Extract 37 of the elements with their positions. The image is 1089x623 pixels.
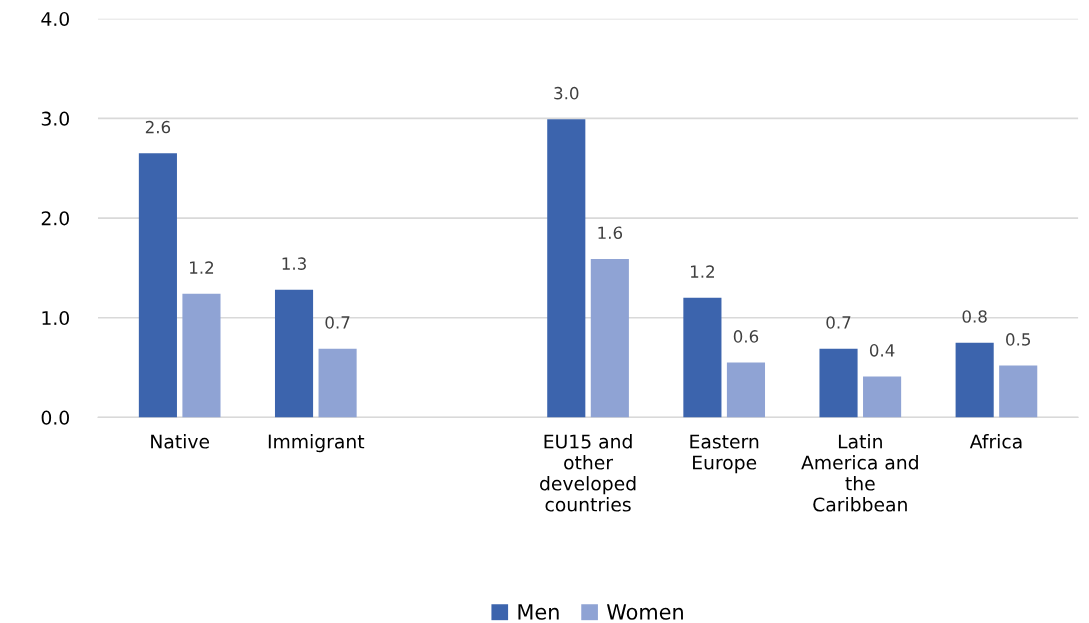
bar (182, 293, 221, 418)
legend-label: Men (518, 604, 559, 620)
y-tick-label: 4.0 (41, 11, 69, 27)
bar (138, 153, 177, 418)
y-tick-label: 1.0 (42, 310, 69, 326)
x-tick-label: Eastern Europe (690, 434, 759, 474)
bar (274, 289, 314, 418)
bar (547, 119, 586, 418)
legend-label: Women (606, 604, 683, 620)
y-tick-label: 2.0 (41, 211, 69, 226)
data-label: 1.2 (190, 261, 214, 274)
data-label: 0.8 (962, 310, 987, 323)
bar (318, 348, 357, 418)
x-tick-label: EU15 and other developed countries (540, 434, 636, 512)
x-tick-label: Africa (969, 434, 1022, 449)
bar (683, 297, 722, 418)
bar (726, 362, 766, 418)
data-label: 0.5 (1006, 333, 1031, 346)
data-label: 0.7 (826, 316, 851, 329)
y-tick-label: 0.0 (41, 410, 69, 425)
data-label: 3.0 (554, 86, 579, 100)
bar (999, 365, 1038, 418)
x-tick-label: Latin America and the Caribbean (801, 434, 918, 512)
data-label: 2.6 (145, 120, 171, 134)
x-tick-label: Immigrant (268, 434, 365, 453)
data-label: 0.4 (869, 344, 895, 357)
bar (955, 342, 994, 418)
data-label: 1.3 (282, 257, 306, 270)
x-tick-label: Native (151, 434, 210, 449)
data-label: 1.6 (598, 226, 623, 240)
data-label: 1.2 (690, 265, 714, 278)
bar (863, 376, 902, 418)
data-label: 0.7 (325, 316, 350, 329)
data-label: 0.6 (733, 330, 759, 343)
bar (590, 258, 629, 418)
bar (819, 348, 858, 418)
y-tick-label: 3.0 (41, 111, 69, 126)
